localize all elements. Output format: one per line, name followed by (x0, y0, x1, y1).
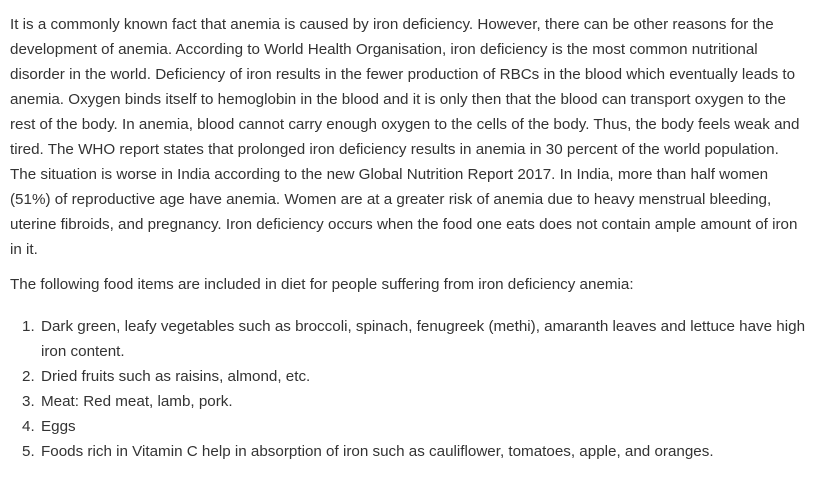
list-item-text: Eggs (41, 418, 76, 435)
list-item: 2. Dried fruits such as raisins, almond,… (22, 364, 807, 389)
list-item-number: 4. (22, 418, 35, 435)
list-item-text: Meat: Red meat, lamb, pork. (41, 393, 233, 410)
list-item-number: 1. (22, 318, 35, 335)
list-item-number: 2. (22, 368, 35, 385)
list-item-number: 3. (22, 393, 35, 410)
list-item: 4. Eggs (22, 414, 807, 439)
list-item: 3. Meat: Red meat, lamb, pork. (22, 389, 807, 414)
list-item-text: Dried fruits such as raisins, almond, et… (41, 368, 311, 385)
list-item: 5. Foods rich in Vitamin C help in absor… (22, 439, 807, 464)
list-lead-paragraph: The following food items are included in… (10, 276, 634, 293)
list-item-text: Dark green, leafy vegetables such as bro… (41, 318, 806, 360)
list-item: 1. Dark green, leafy vegetables such as … (22, 314, 807, 364)
list-item-text: Foods rich in Vitamin C help in absorpti… (41, 443, 714, 460)
food-items-list: 1. Dark green, leafy vegetables such as … (10, 314, 807, 464)
list-item-number: 5. (22, 443, 35, 460)
intro-paragraph: It is a commonly known fact that anemia … (10, 16, 800, 258)
